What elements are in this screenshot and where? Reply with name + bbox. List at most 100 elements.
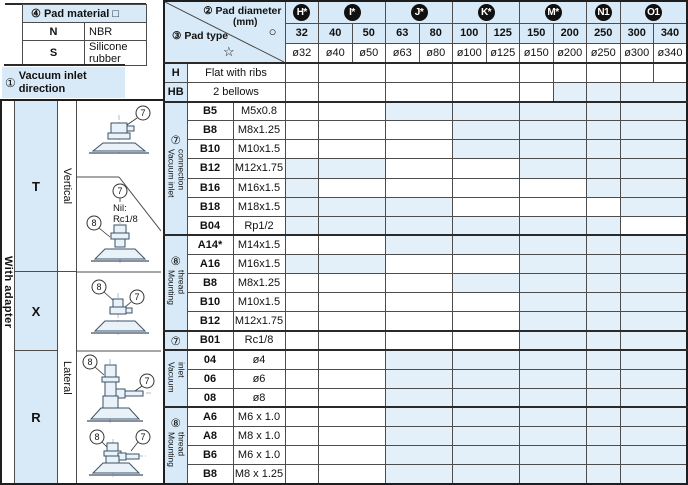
unavailable-cell xyxy=(452,100,520,122)
availability-cell xyxy=(385,273,453,294)
option-spec: ø4 xyxy=(232,349,286,370)
callout-7-icon xyxy=(139,373,155,389)
callout-7-number: 7 xyxy=(134,292,139,302)
option-code: B8 xyxy=(186,273,234,294)
unavailable-cell xyxy=(519,100,587,122)
unavailable-cell xyxy=(385,387,453,408)
option-code: A14* xyxy=(186,234,234,255)
orientation-label: Vertical xyxy=(61,167,73,205)
section-label: Vacuum inlet connection xyxy=(166,148,187,198)
option-spec: M16x1.5 xyxy=(232,253,286,275)
availability-cell xyxy=(452,292,520,313)
unavailable-cell xyxy=(586,234,621,255)
section-label-cell: ⑦ xyxy=(163,329,188,351)
option-spec: ø6 xyxy=(232,368,286,389)
unavailable-cell xyxy=(385,215,453,236)
unavailable-cell xyxy=(452,464,520,485)
availability-cell xyxy=(452,329,520,351)
unavailable-cell xyxy=(452,273,520,294)
size-group-badge: O1 xyxy=(644,3,662,21)
callout-7-number: 7 xyxy=(117,186,122,196)
pad-material-row: N NBR xyxy=(22,22,147,41)
table-row: ⑧ Mounting thread A14* M14x1.5 xyxy=(163,234,688,332)
size-value: 200 xyxy=(552,22,587,44)
unavailable-cell xyxy=(519,464,587,485)
availability-cell xyxy=(519,62,554,83)
table-row: B04 Rp1/2 xyxy=(164,215,688,236)
diameter-value: ø300 xyxy=(619,42,654,64)
adapter-diagrams-svg: 7 7 Nil: Rc1/8 8 xyxy=(77,105,162,477)
unavailable-cell xyxy=(385,406,453,427)
table-row: Vacuum inlet 04 ø4 xyxy=(163,349,688,408)
with-adapter-label: With adapter xyxy=(2,255,14,329)
pad-diameter-unit: (mm) xyxy=(233,17,258,28)
circled-number: ③ xyxy=(172,30,182,42)
pad-type-row: HB 2 bellows xyxy=(163,81,688,103)
availability-cell xyxy=(452,81,520,103)
option-spec: M6 x 1.0 xyxy=(232,406,286,427)
availability-cell xyxy=(284,445,319,466)
option-spec: M12x1.75 xyxy=(232,158,286,179)
availability-cell xyxy=(318,329,386,351)
availability-cell xyxy=(284,120,319,141)
unavailable-cell xyxy=(619,329,688,351)
unavailable-cell xyxy=(284,253,319,275)
diameter-value: ø100 xyxy=(452,42,487,64)
callout-7-number: 7 xyxy=(140,432,145,442)
unavailable-cell xyxy=(619,445,688,466)
availability-cell xyxy=(519,81,554,103)
nil-note-line1: Nil: xyxy=(113,203,127,214)
unavailable-cell xyxy=(519,349,587,370)
option-code: B16 xyxy=(186,177,234,198)
vacuum-inlet-direction-header: ① Vacuum inlet direction xyxy=(2,67,125,98)
unavailable-cell xyxy=(552,81,587,103)
option-code: B18 xyxy=(186,196,234,217)
availability-cell xyxy=(385,177,453,198)
unavailable-cell xyxy=(586,120,621,141)
unavailable-cell xyxy=(318,196,386,217)
diameter-value: ø63 xyxy=(385,42,420,64)
table-row: A8 M8 x 1.0 xyxy=(164,425,688,447)
unavailable-cell xyxy=(619,100,688,122)
unavailable-cell xyxy=(619,273,688,294)
diagram-T-vertical: 7 xyxy=(89,105,151,155)
option-code: B12 xyxy=(186,311,234,332)
circled-number: ① xyxy=(5,75,16,90)
table-row: B12 M12x1.75 xyxy=(164,158,688,179)
availability-cell xyxy=(284,234,319,255)
option-code: B10 xyxy=(186,292,234,313)
callout-7-icon xyxy=(135,105,151,121)
size-value: 125 xyxy=(485,22,520,44)
label-line1: Vacuum inlet xyxy=(18,69,87,82)
availability-cell xyxy=(318,292,386,313)
unavailable-cell xyxy=(519,120,587,141)
unavailable-cell xyxy=(385,234,453,255)
diagram-R-lateral: 8 7 xyxy=(82,354,155,423)
option-spec: M12x1.75 xyxy=(232,311,286,332)
unavailable-cell xyxy=(519,234,587,255)
size-value: 100 xyxy=(452,22,487,44)
table-row: ⑦ B01 Rc1/8 xyxy=(163,329,688,351)
option-code: B5 xyxy=(186,100,234,122)
circled-number: ② xyxy=(203,5,213,17)
unavailable-cell xyxy=(586,292,621,313)
unavailable-cell xyxy=(586,445,621,466)
availability-cell xyxy=(619,62,654,83)
pad-header-diagonal-cell: ② Pad diameter (mm) ○ ③ Pad type ☆ xyxy=(163,0,286,64)
unavailable-cell xyxy=(619,158,688,179)
availability-cell xyxy=(385,62,453,83)
unavailable-cell xyxy=(385,425,453,447)
size-group-badge: K* xyxy=(477,3,495,21)
unavailable-cell xyxy=(452,406,520,427)
unavailable-cell xyxy=(284,177,319,198)
pad-type-description: Flat with ribs xyxy=(186,62,286,83)
size-value: 63 xyxy=(385,22,420,44)
unavailable-cell xyxy=(452,139,520,160)
callout-8-number: 8 xyxy=(94,432,99,442)
unavailable-cell xyxy=(586,139,621,160)
unavailable-cell xyxy=(586,406,621,427)
option-code: A16 xyxy=(186,253,234,275)
option-code: 06 xyxy=(186,368,234,389)
size-value: 40 xyxy=(318,22,353,44)
unavailable-cell xyxy=(619,120,688,141)
